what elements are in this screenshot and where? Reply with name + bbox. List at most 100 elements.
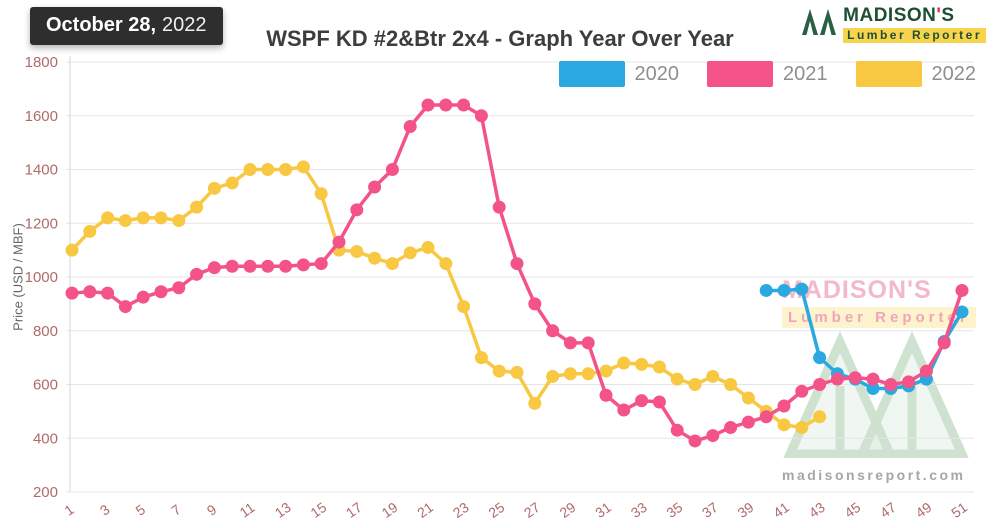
- data-point-2021: [439, 98, 453, 112]
- y-tick-label: 200: [33, 484, 58, 501]
- data-point-2022: [813, 410, 827, 424]
- madisons-logo-text: MADISON'S Lumber Reporter: [843, 6, 986, 43]
- legend-swatch-2021: [707, 61, 773, 87]
- data-point-2022: [279, 163, 293, 176]
- data-point-2021: [65, 286, 79, 300]
- x-tick-label: 33: [628, 499, 650, 521]
- x-tick-label: 5: [133, 501, 149, 519]
- data-point-2021: [741, 415, 755, 429]
- logo-subtitle: Lumber Reporter: [843, 27, 986, 43]
- data-point-2022: [225, 176, 239, 190]
- data-point-2022: [136, 211, 150, 225]
- x-tick-label: 17: [343, 499, 365, 521]
- data-point-2021: [457, 98, 471, 112]
- data-point-2022: [403, 246, 417, 260]
- data-point-2021: [617, 403, 631, 417]
- data-point-2021: [172, 281, 186, 295]
- x-tick-label: 49: [913, 499, 935, 521]
- data-point-2021: [848, 371, 862, 385]
- data-point-2021: [599, 388, 613, 402]
- data-point-2020: [813, 351, 827, 365]
- data-point-2021: [830, 372, 844, 386]
- data-point-2022: [457, 300, 471, 314]
- y-tick-label: 800: [33, 323, 58, 340]
- data-point-2022: [777, 418, 791, 432]
- data-point-2022: [118, 214, 132, 228]
- y-tick-label: 1600: [25, 108, 58, 125]
- data-point-2022: [706, 369, 720, 383]
- data-point-2022: [546, 369, 560, 383]
- data-point-2021: [813, 378, 827, 391]
- data-point-2021: [652, 395, 666, 409]
- madisons-logo-icon: [801, 6, 837, 41]
- data-point-2021: [385, 163, 399, 176]
- x-tick-label: 7: [168, 501, 184, 519]
- data-point-2022: [314, 187, 328, 201]
- data-point-2021: [688, 434, 702, 448]
- data-point-2022: [296, 160, 310, 174]
- data-point-2022: [474, 351, 488, 365]
- x-tick-label: 37: [699, 499, 721, 521]
- data-point-2021: [118, 300, 132, 314]
- data-point-2021: [635, 394, 649, 408]
- y-tick-label: 1200: [25, 215, 58, 232]
- data-point-2021: [919, 364, 933, 378]
- data-point-2022: [724, 378, 738, 391]
- legend-label-2021: 2021: [783, 62, 828, 85]
- data-point-2021: [243, 259, 257, 273]
- data-point-2021: [101, 286, 115, 300]
- data-point-2022: [741, 391, 755, 405]
- data-point-2021: [403, 120, 417, 133]
- data-point-2021: [884, 378, 898, 391]
- data-point-2021: [563, 336, 577, 350]
- y-tick-label: 1800: [25, 54, 58, 71]
- x-tick-label: 51: [948, 499, 970, 521]
- data-point-2020: [795, 282, 809, 296]
- series-line-2020: [764, 287, 964, 391]
- madisons-logo[interactable]: MADISON'S Lumber Reporter: [801, 6, 986, 43]
- y-axis-label: Price (USD / MBF): [10, 223, 26, 331]
- data-point-2022: [261, 163, 275, 176]
- x-tick-label: 1: [61, 501, 77, 519]
- data-point-2022: [492, 364, 506, 378]
- data-point-2022: [439, 257, 453, 271]
- data-point-2022: [510, 365, 524, 379]
- data-point-2021: [421, 98, 435, 112]
- chart-legend: 2020 2021 2022: [558, 61, 976, 87]
- data-point-2021: [902, 375, 916, 389]
- x-tick-label: 23: [450, 499, 472, 521]
- data-point-2021: [706, 429, 720, 443]
- data-point-2021: [207, 261, 221, 275]
- data-point-2021: [190, 267, 204, 281]
- data-point-2022: [368, 251, 382, 265]
- legend-item-2020[interactable]: 2020: [558, 61, 679, 87]
- data-point-2022: [207, 181, 221, 195]
- data-point-2022: [528, 396, 542, 410]
- legend-item-2021[interactable]: 2021: [707, 61, 828, 87]
- y-tick-label: 600: [33, 377, 58, 394]
- x-tick-label: 39: [735, 499, 757, 521]
- data-point-2021: [225, 259, 239, 273]
- data-point-2021: [154, 285, 168, 299]
- x-tick-label: 25: [485, 499, 507, 521]
- legend-item-2022[interactable]: 2022: [855, 61, 976, 87]
- data-point-2022: [617, 356, 631, 370]
- series-line-2022: [70, 165, 822, 430]
- data-point-2021: [937, 336, 951, 350]
- data-point-2022: [635, 357, 649, 371]
- data-point-2022: [599, 364, 613, 378]
- data-point-2022: [581, 367, 595, 381]
- data-point-2021: [795, 384, 809, 398]
- x-tick-label: 15: [307, 499, 329, 521]
- data-point-2021: [492, 200, 506, 214]
- logo-name: MADISON'S: [843, 5, 955, 26]
- x-tick-label: 3: [97, 501, 113, 519]
- legend-swatch-2022: [855, 61, 922, 87]
- data-point-2022: [563, 367, 577, 381]
- data-point-2022: [172, 214, 186, 228]
- x-tick-label: 27: [521, 499, 543, 521]
- series-line-2021: [70, 103, 964, 443]
- x-tick-label: 35: [663, 499, 685, 521]
- x-tick-label: 41: [770, 499, 792, 521]
- x-tick-label: 21: [414, 499, 436, 521]
